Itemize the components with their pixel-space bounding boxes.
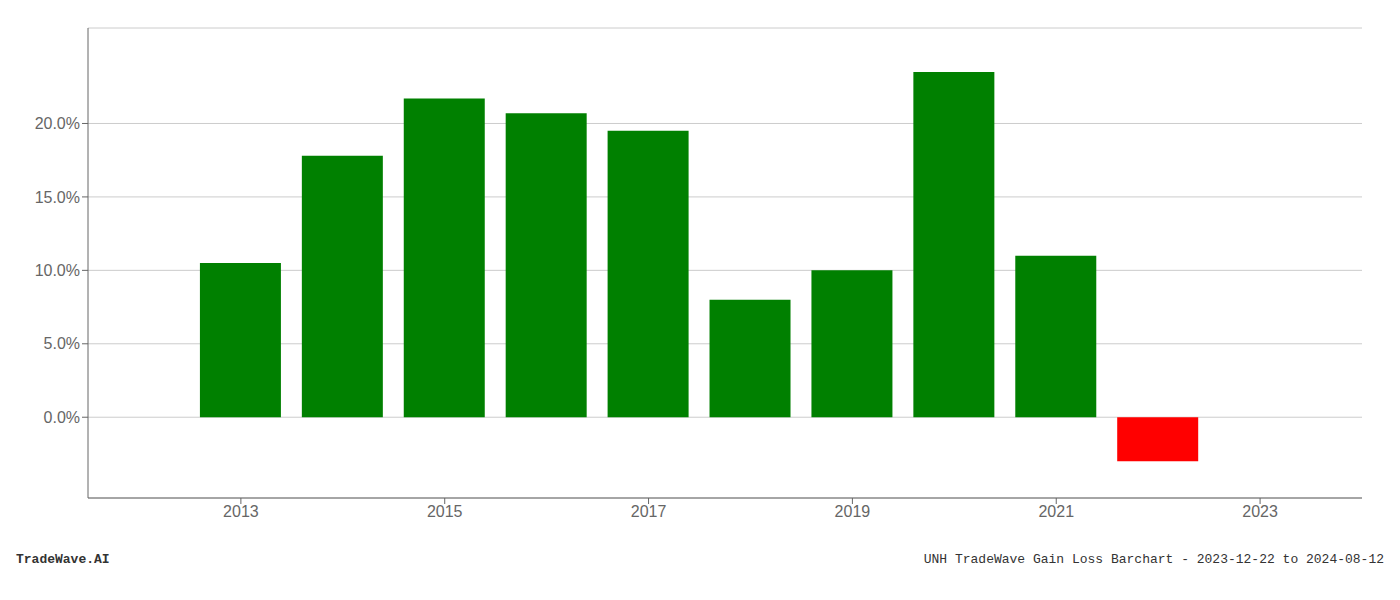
svg-text:20.0%: 20.0% [35, 115, 80, 132]
svg-text:15.0%: 15.0% [35, 189, 80, 206]
svg-text:2015: 2015 [427, 503, 463, 520]
svg-text:0.0%: 0.0% [44, 409, 80, 426]
html-text:UNH TradeWave Gain Loss Barcha: UNH TradeWave Gain Loss Barchart - 2023-… [923, 552, 1384, 567]
svg-text:2017: 2017 [631, 503, 667, 520]
svg-text:2021: 2021 [1038, 503, 1074, 520]
svg-text:2023: 2023 [1242, 503, 1278, 520]
svg-text:10.0%: 10.0% [35, 262, 80, 279]
svg-text:5.0%: 5.0% [44, 335, 80, 352]
svg-text:2013: 2013 [223, 503, 259, 520]
html-text:TradeWave.AI: TradeWave.AI [16, 552, 110, 567]
svg-text:2019: 2019 [835, 503, 871, 520]
